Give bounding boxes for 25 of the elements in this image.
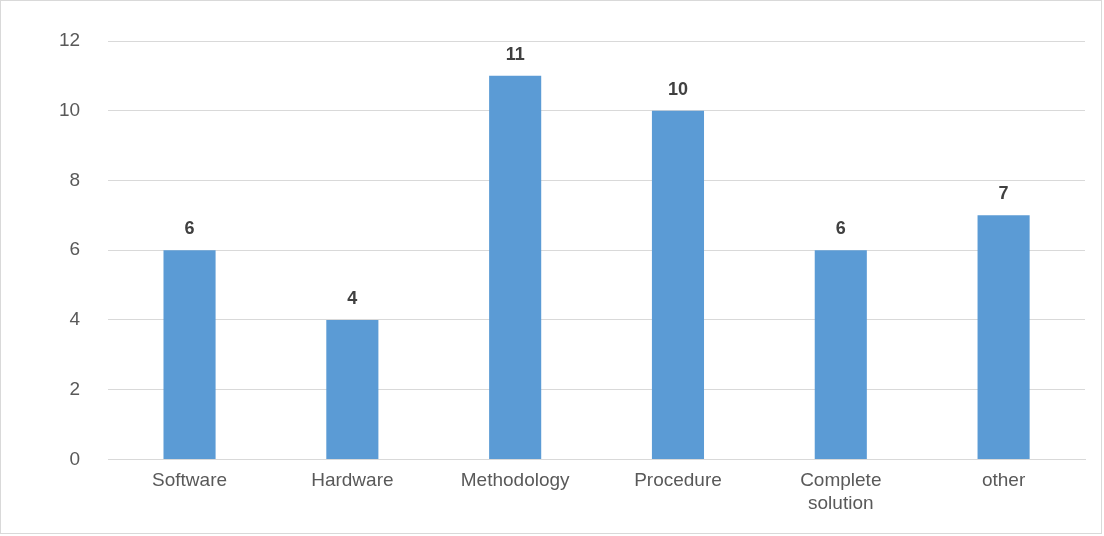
data-label: 6: [184, 218, 195, 239]
x-tick-label: Hardware: [311, 469, 394, 491]
y-tick-label: 4: [69, 308, 81, 330]
x-tick-label: Methodology: [460, 469, 571, 491]
bar: [651, 110, 705, 459]
y-tick-label: 12: [58, 29, 81, 51]
bar: [489, 75, 542, 459]
data-label: 6: [835, 218, 846, 239]
bar: [977, 215, 1030, 459]
bar: [814, 250, 867, 459]
bar: [326, 319, 379, 459]
y-tick-label: 0: [69, 447, 81, 469]
x-tick-label: Software: [152, 469, 228, 491]
data-label: 4: [347, 287, 358, 308]
x-tick-label: Procedure: [634, 469, 722, 491]
bar: [163, 250, 216, 459]
data-label: 11: [505, 43, 525, 64]
data-label: 7: [998, 183, 1009, 204]
x-tick-label: Complete solution: [800, 469, 882, 513]
y-tick-label: 8: [69, 168, 81, 190]
x-tick-label: other: [981, 469, 1026, 491]
y-tick-label: 2: [69, 377, 81, 399]
data-label: 10: [667, 78, 688, 99]
y-tick-label: 10: [58, 98, 81, 120]
y-tick-label: 6: [69, 238, 81, 260]
